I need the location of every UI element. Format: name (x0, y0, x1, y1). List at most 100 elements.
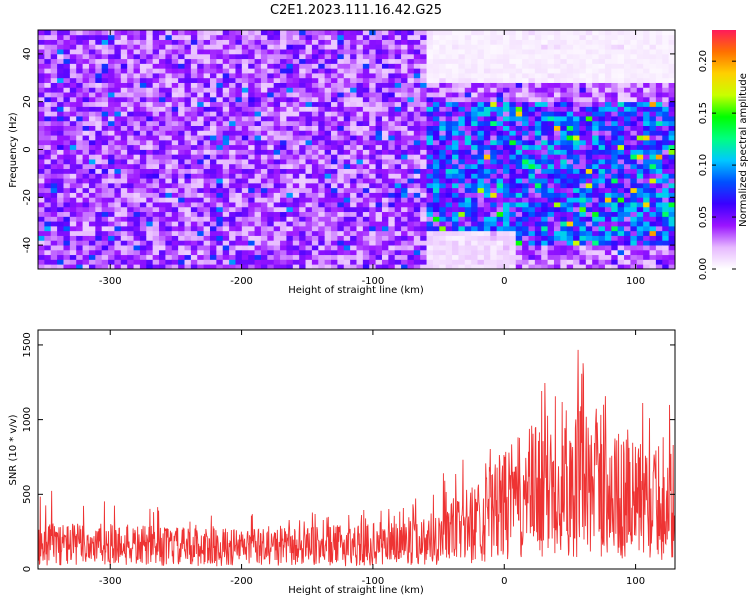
heatmap-cell (381, 101, 389, 107)
heatmap-cell (114, 92, 122, 98)
heatmap-cell (655, 34, 663, 40)
heatmap-cell (159, 49, 166, 55)
heatmap-cell (50, 197, 58, 203)
heatmap-cell (515, 221, 523, 227)
heatmap-cell (44, 34, 52, 40)
heatmap-cell (280, 178, 287, 184)
heatmap-cell (604, 264, 612, 270)
heatmap-cell (133, 77, 141, 83)
heatmap-cell (178, 34, 185, 40)
heatmap-cell (318, 202, 326, 208)
heatmap-cell (604, 192, 612, 198)
heatmap-cell (139, 106, 147, 112)
heatmap-cell (515, 53, 523, 60)
heatmap-cell (490, 96, 498, 103)
heatmap-cell (503, 77, 510, 83)
heatmap-cell (534, 135, 542, 141)
heatmap-cell (662, 182, 670, 189)
heatmap-cell (579, 92, 587, 98)
heatmap-cell (343, 221, 351, 227)
heatmap-cell (413, 163, 421, 170)
heatmap-cell (560, 182, 568, 189)
heatmap-cell (413, 63, 421, 69)
heatmap-cell (381, 63, 389, 69)
heatmap-cell (401, 63, 408, 69)
heatmap-cell (133, 34, 141, 40)
heatmap-cell (611, 149, 619, 155)
heatmap-cell (76, 154, 83, 160)
heatmap-cell (286, 225, 294, 232)
heatmap-cell (229, 34, 236, 40)
heatmap-cell (471, 235, 478, 241)
heatmap-cell (490, 92, 498, 98)
heatmap-cell (362, 101, 370, 107)
heatmap-cell (522, 264, 529, 270)
heatmap-cell (611, 259, 619, 265)
heatmap-cell (483, 240, 491, 246)
heatmap-cell (541, 39, 548, 45)
heatmap-cell (101, 30, 109, 36)
heatmap-cell (458, 249, 466, 256)
heatmap-cell (592, 30, 599, 36)
heatmap-cell (662, 101, 670, 107)
heatmap-cell (108, 187, 115, 193)
heatmap-cell (407, 216, 415, 222)
heatmap-cell (133, 144, 141, 150)
heatmap-cell (369, 53, 377, 60)
heatmap-cell (585, 73, 593, 79)
heatmap-cell (197, 77, 205, 83)
heatmap-cell (350, 139, 357, 146)
heatmap-cell (267, 187, 275, 193)
heatmap-cell (114, 154, 122, 160)
heatmap-cell (356, 159, 364, 165)
heatmap-cell (209, 182, 217, 189)
heatmap-cell (152, 63, 160, 69)
heatmap-cell (636, 235, 644, 241)
heatmap-cell (592, 139, 599, 146)
heatmap-cell (197, 30, 205, 36)
heatmap-cell (331, 154, 338, 160)
heatmap-cell (388, 44, 396, 50)
heatmap-cell (566, 63, 574, 69)
heatmap-cell (483, 135, 491, 141)
heatmap-cell (566, 202, 574, 208)
heatmap-cell (655, 264, 663, 270)
heatmap-cell (139, 192, 147, 198)
heatmap-cell (127, 53, 134, 60)
heatmap-cell (146, 44, 154, 50)
heatmap-cell (458, 163, 466, 170)
heatmap-cell (452, 139, 459, 146)
heatmap-cell (133, 168, 141, 174)
heatmap-cell (375, 159, 383, 165)
heatmap-cell (496, 159, 504, 165)
heatmap-cell (337, 163, 345, 170)
heatmap-cell (203, 163, 211, 170)
heatmap-cell (356, 249, 364, 256)
heatmap-cell (114, 58, 122, 64)
heatmap-cell (477, 63, 485, 69)
heatmap-cell (44, 30, 52, 36)
heatmap-cell (178, 178, 185, 184)
heatmap-cell (229, 39, 236, 45)
heatmap-cell (477, 68, 485, 74)
heatmap-cell (190, 135, 198, 141)
heatmap-cell (337, 168, 345, 174)
heatmap-cell (133, 221, 141, 227)
heatmap-cell (146, 187, 154, 193)
heatmap-cell (471, 144, 478, 150)
heatmap-cell (50, 63, 58, 69)
heatmap-cell (254, 211, 262, 217)
heatmap-cell (439, 39, 447, 45)
heatmap-cell (668, 68, 676, 74)
heatmap-cell (643, 87, 650, 93)
heatmap-cell (280, 58, 287, 64)
heatmap-cell (280, 245, 287, 251)
heatmap-cell (388, 225, 396, 232)
heatmap-cell (464, 202, 472, 208)
heatmap-cell (369, 173, 377, 179)
heatmap-cell (311, 206, 319, 213)
heatmap-cell (184, 96, 192, 103)
heatmap-cell (560, 116, 568, 122)
heatmap-cell (452, 206, 459, 213)
heatmap-cell (452, 230, 459, 236)
